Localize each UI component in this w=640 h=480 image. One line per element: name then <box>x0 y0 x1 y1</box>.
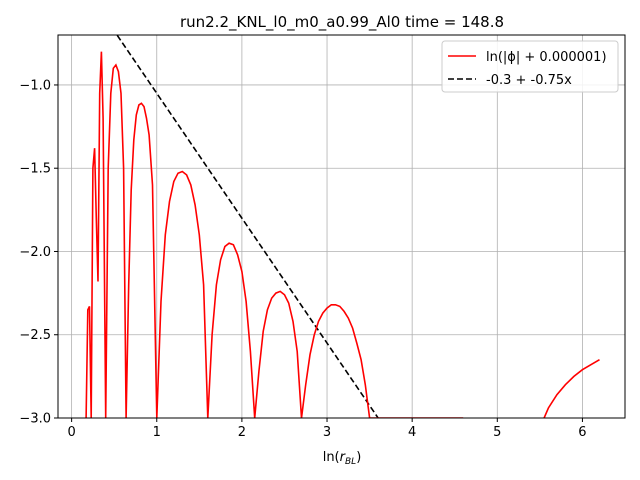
phi-series-tail-line <box>543 359 600 418</box>
phi-series-line <box>85 51 464 418</box>
plot-area <box>85 35 600 418</box>
plot-frame <box>57 34 626 419</box>
x-tick-label: 2 <box>238 425 246 440</box>
y-tick-label: −1.5 <box>19 162 51 177</box>
x-tick-label: 3 <box>323 425 331 440</box>
x-tick-label: 6 <box>578 425 586 440</box>
x-tick-label: 4 <box>408 425 416 440</box>
y-tick-label: −2.0 <box>19 245 51 260</box>
legend-box <box>441 40 619 93</box>
x-tick-label: 0 <box>67 425 75 440</box>
x-tick-label: 1 <box>153 425 161 440</box>
legend: ln(|ϕ| + 0.000001) -0.3 + -0.75x <box>441 40 619 93</box>
y-axis: −3.0 −2.5 −2.0 −1.5 −1.0 <box>19 78 58 427</box>
y-tick-label: −3.0 <box>19 412 51 427</box>
chart-title: run2.2_KNL_l0_m0_a0.99_Al0 time = 148.8 <box>180 13 504 32</box>
x-axis: 0 1 2 3 4 5 6 <box>67 418 587 440</box>
legend-label-phi: ln(|ϕ| + 0.000001) <box>486 50 607 65</box>
x-axis-label: ln(rBL) <box>323 450 362 467</box>
x-tick-label: 5 <box>493 425 501 440</box>
fit-line-series <box>116 35 380 418</box>
y-tick-label: −1.0 <box>19 78 51 93</box>
legend-label-fit: -0.3 + -0.75x <box>486 73 572 88</box>
y-tick-label: −2.5 <box>19 328 51 343</box>
